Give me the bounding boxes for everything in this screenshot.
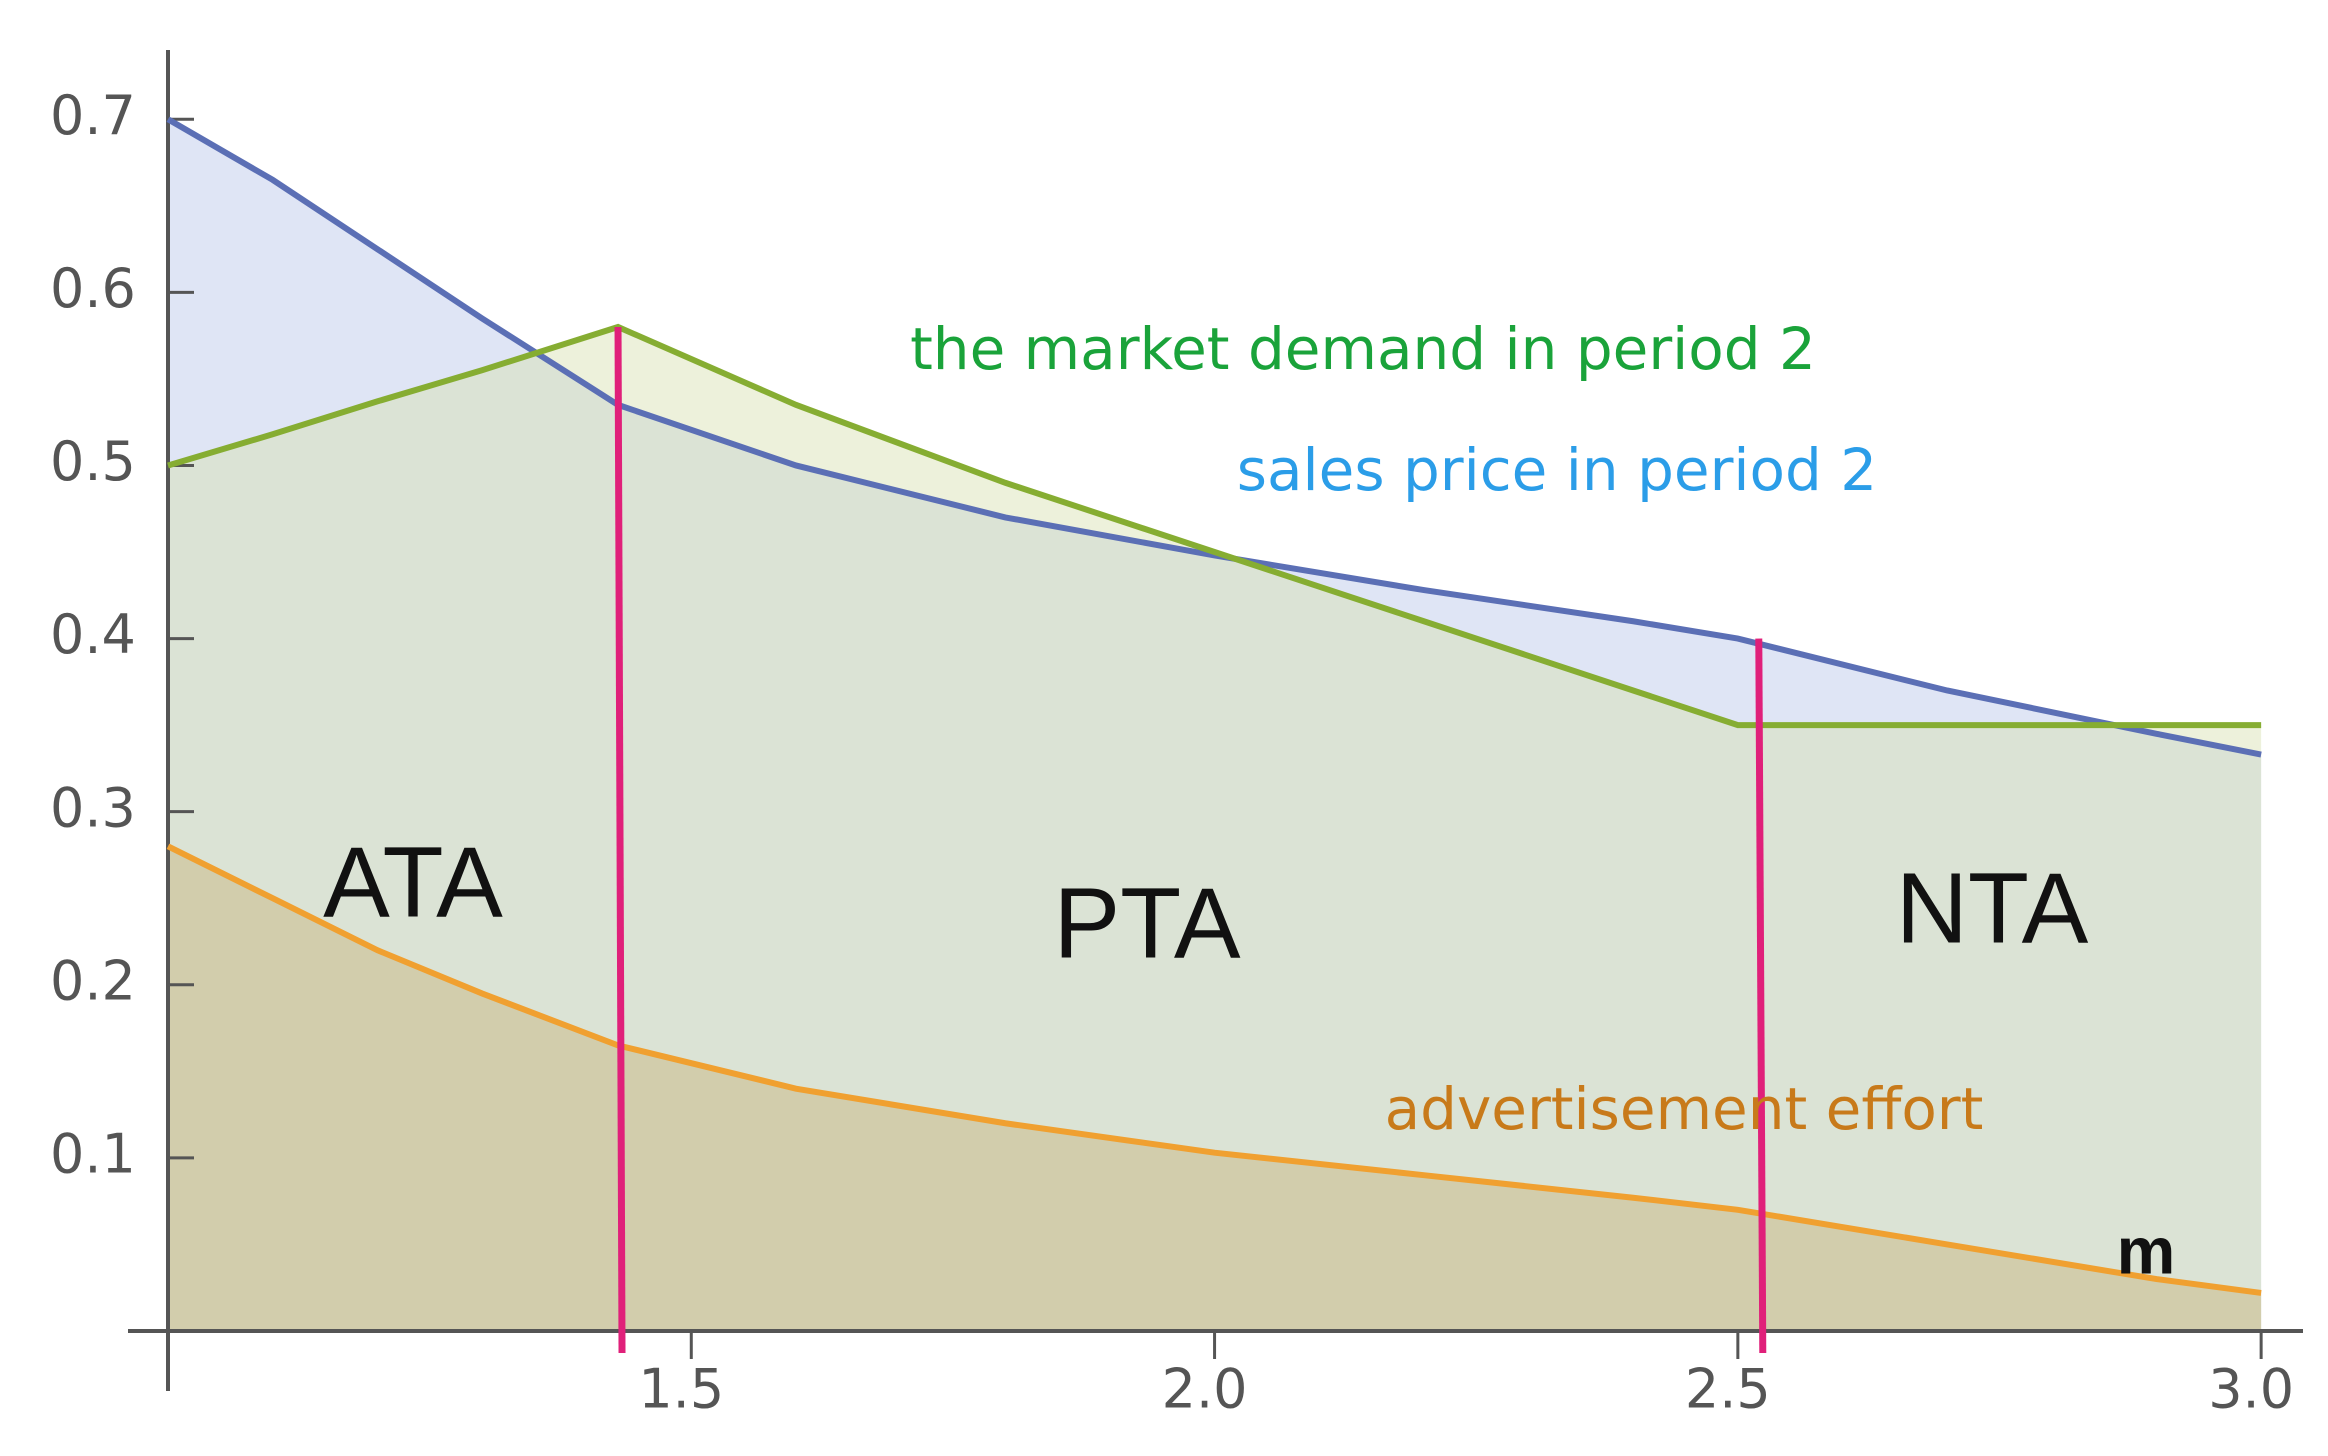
area-fill [168, 119, 2262, 1331]
y-tick-label: 0.5 [50, 430, 136, 493]
threshold-line [614, 326, 626, 1354]
y-tick-label: 0.1 [50, 1123, 136, 1186]
y-tick-label: 0.6 [50, 257, 136, 320]
series-label: the market demand in period 2 [910, 315, 1816, 383]
x-axis-label: m [2117, 1213, 2176, 1287]
y-tick-label: 0.4 [50, 603, 136, 666]
series-label: advertisement effort [1385, 1075, 1984, 1143]
y-tick-label: 0.2 [50, 949, 136, 1012]
series-line [166, 116, 2262, 758]
threshold-line [1755, 638, 1767, 1354]
y-tick-label: 0.3 [50, 776, 136, 839]
x-tick-label: 3.0 [2208, 1358, 2294, 1421]
region-label: NTA [1896, 852, 2089, 964]
series-line [166, 843, 2262, 1296]
region-label: ATA [323, 826, 503, 938]
y-tick-label: 0.7 [50, 84, 136, 147]
region-label: PTA [1053, 867, 1240, 979]
area-fill [168, 326, 2262, 1331]
series-label: sales price in period 2 [1237, 436, 1877, 504]
x-tick-label: 1.5 [638, 1358, 724, 1421]
series-line [167, 323, 2262, 729]
x-tick-label: 2.5 [1685, 1358, 1771, 1421]
x-tick-label: 2.0 [1162, 1358, 1248, 1421]
